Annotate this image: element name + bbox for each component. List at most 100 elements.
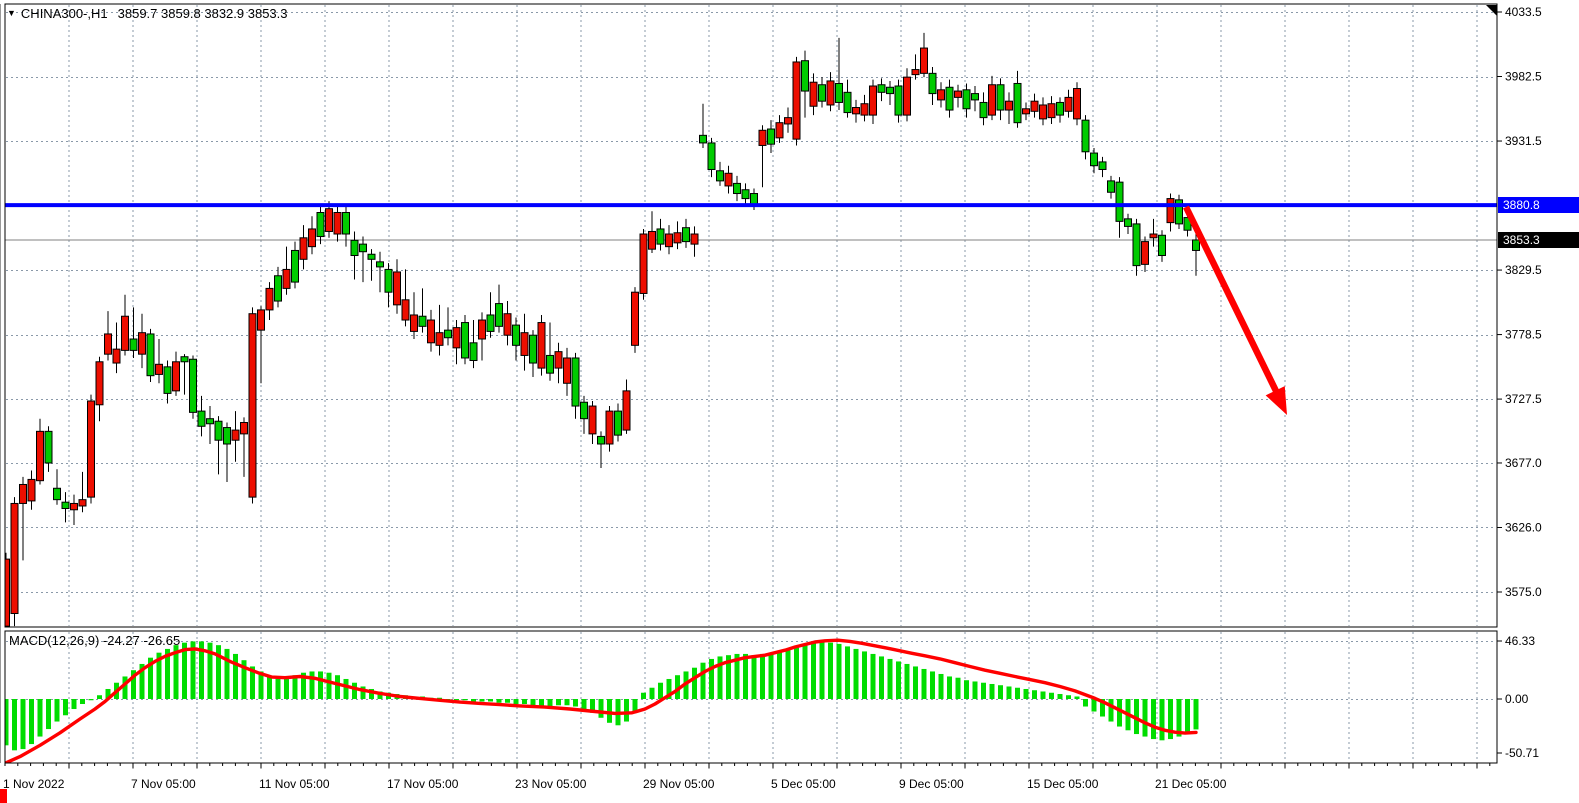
candle-bear: [911, 69, 920, 76]
macd-histogram-bar: [343, 678, 349, 699]
candle-bear: [503, 313, 512, 336]
candle-bear: [248, 313, 257, 498]
candle-bear: [775, 122, 784, 139]
candle-bear: [78, 499, 87, 507]
last-price-badge: 3853.3: [1498, 232, 1579, 248]
macd-histogram-bar: [938, 673, 944, 699]
candle-bear: [393, 271, 401, 306]
macd-histogram-bar: [547, 699, 553, 707]
candle-bear: [10, 502, 19, 615]
macd-histogram-bar: [1023, 688, 1029, 699]
macd-histogram-bar: [301, 672, 306, 699]
candle-bear: [282, 268, 291, 289]
macd-histogram-bar: [165, 648, 170, 699]
macd-histogram-bar: [734, 653, 740, 699]
candle-bull: [945, 86, 954, 111]
macd-histogram-bar: [955, 677, 961, 699]
candle-bull: [350, 239, 359, 257]
candle-bull: [979, 101, 988, 119]
macd-histogram-bar: [88, 699, 94, 701]
macd-histogram-bar: [505, 699, 510, 703]
candle-bear: [1141, 241, 1149, 265]
candle-bear: [401, 299, 410, 321]
candle-bear: [860, 103, 869, 116]
candle-bear: [869, 85, 877, 116]
candle-bear: [809, 81, 818, 107]
price-tick-label: 3575.0: [1505, 585, 1542, 599]
macd-histogram-bar: [590, 699, 595, 713]
macd-histogram-bar: [318, 671, 323, 699]
macd-histogram-bar: [828, 642, 833, 699]
price-tick-label: 3677.0: [1505, 456, 1542, 470]
time-axis-label: 23 Nov 05:00: [515, 777, 587, 791]
candle-bear: [1039, 104, 1047, 120]
macd-tick-label: -50.71: [1505, 746, 1539, 760]
candle-bear: [1149, 233, 1158, 239]
candle-bull: [741, 189, 750, 200]
macd-signal-line: [5, 638, 1198, 763]
macd-histogram-bar: [29, 699, 34, 745]
macd-histogram-bar: [981, 682, 986, 699]
candle-bull: [384, 268, 393, 293]
candle-bear: [299, 237, 308, 260]
time-axis-label: 11 Nov 05:00: [259, 777, 330, 791]
time-axis-label: 15 Dec 05:00: [1027, 777, 1099, 791]
candle-bear: [639, 233, 648, 294]
candle-bear: [690, 233, 699, 245]
candle-bull: [291, 249, 299, 283]
macd-histogram-bar: [292, 675, 298, 699]
chart-shift-marker[interactable]: [1486, 5, 1497, 16]
macd-histogram-bar: [972, 681, 978, 699]
macd-histogram-bar: [777, 651, 782, 699]
candle-bull: [656, 228, 665, 245]
macd-histogram-bar: [1100, 699, 1105, 717]
macd-histogram-bar: [284, 677, 289, 699]
macd-tick-label: 46.33: [1505, 634, 1535, 648]
price-tick-label: 4033.5: [1505, 5, 1542, 19]
candle-bull: [486, 314, 495, 332]
candle-bull: [180, 356, 189, 363]
time-axis-label: 1 Nov 2022: [3, 777, 65, 791]
macd-histogram-bar: [1151, 699, 1156, 740]
candle-bear: [452, 327, 461, 349]
support-price-badge: 3880.8: [1498, 197, 1579, 213]
macd-histogram-bar: [97, 695, 102, 699]
down-arrow-shaft[interactable]: [1183, 205, 1280, 395]
candle-bull: [376, 261, 384, 268]
candle-bull: [1158, 234, 1166, 257]
macd-histogram-bar: [947, 676, 952, 699]
macd-histogram-bar: [564, 699, 570, 706]
macd-histogram-bar: [896, 661, 901, 699]
macd-histogram-bar: [607, 699, 612, 723]
macd-histogram-bar: [1168, 699, 1173, 740]
macd-histogram-bar: [904, 663, 910, 699]
down-arrow-head[interactable]: [1265, 386, 1287, 415]
candle-bull: [707, 142, 716, 170]
macd-histogram-bar: [717, 656, 723, 699]
candle-bull: [894, 85, 903, 116]
macd-histogram-bar: [513, 699, 519, 705]
price-tick-label: 3829.5: [1505, 263, 1542, 277]
macd-histogram-bar: [836, 643, 842, 699]
macd-histogram-bar: [598, 699, 604, 718]
macd-histogram-bar: [675, 675, 680, 699]
macd-histogram-bar: [1057, 693, 1063, 699]
candle-bear: [758, 129, 767, 146]
macd-histogram-bar: [581, 699, 587, 710]
macd-histogram-bar: [20, 699, 26, 750]
candle-bull: [614, 410, 622, 436]
candle-bear: [826, 80, 835, 106]
macd-histogram-bar: [1083, 699, 1088, 707]
candle-bull: [44, 430, 53, 464]
candle-bull: [1056, 101, 1064, 116]
candle-bull: [1192, 239, 1200, 251]
candle-bull: [835, 82, 843, 103]
candle-bear: [563, 357, 571, 384]
candle-bear: [240, 421, 248, 435]
macd-histogram-bar: [819, 641, 825, 699]
price-tick-label: 3778.5: [1505, 328, 1542, 342]
time-axis-label: 17 Nov 05:00: [387, 777, 459, 791]
candle-bull: [53, 487, 61, 501]
main-panel-border: [4, 3, 1498, 628]
